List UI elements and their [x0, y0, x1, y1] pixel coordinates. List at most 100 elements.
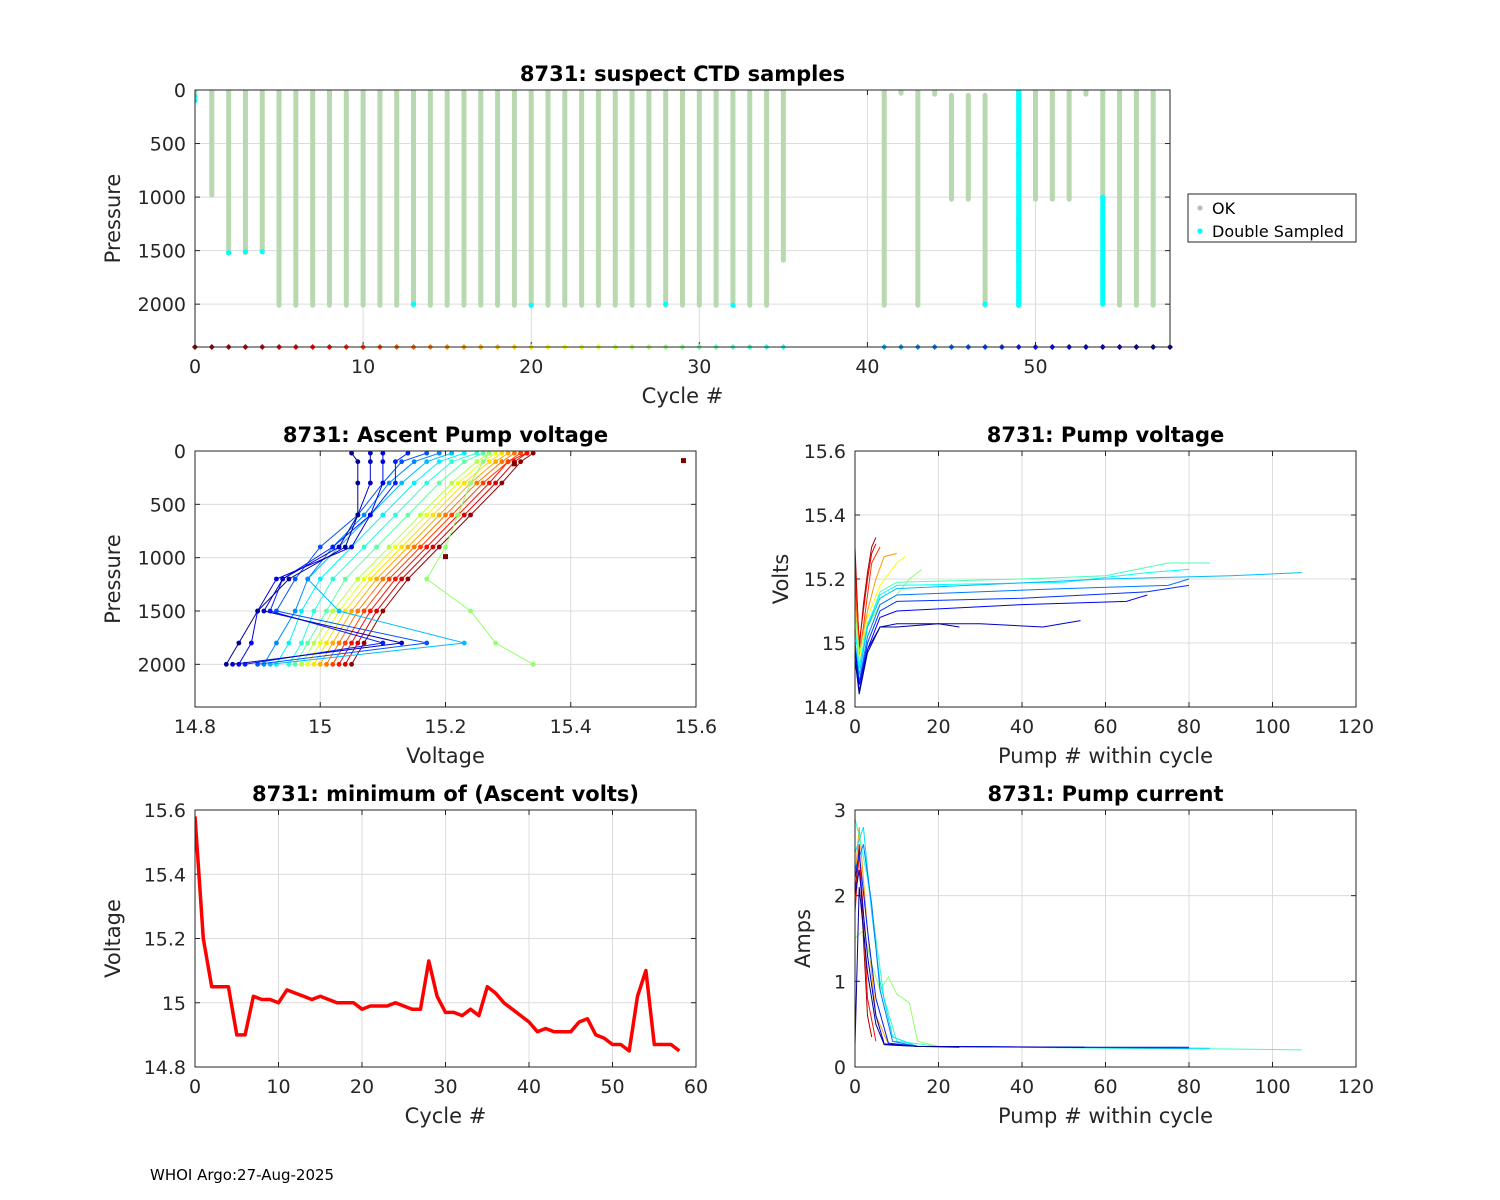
ascent-point [286, 576, 292, 582]
ascent-point [455, 512, 461, 518]
y-tick-label: 14.8 [804, 697, 846, 719]
ascent-point [380, 451, 386, 456]
minimum-volts-line [195, 816, 681, 1053]
double-sampled-point [1016, 90, 1022, 93]
ascent-point [411, 544, 417, 550]
chart-title: 8731: Pump current [987, 782, 1223, 806]
ascent-point [474, 480, 480, 486]
axes-frame [854, 450, 1357, 708]
axes-frame [194, 450, 697, 708]
axes-minimum-ascent-volts: 0 10 20 30 40 50 60 14.8 15 15.2 15.4 15.6 8731: min… [101, 782, 708, 1128]
ascent-point [399, 640, 405, 646]
footer-stamp: WHOI Argo:27-Aug-2025 [150, 1166, 335, 1184]
double-sampled-point [1016, 280, 1022, 286]
ascent-point [449, 459, 455, 465]
chart-title: 8731: Pump voltage [987, 423, 1225, 447]
ascent-outlier [443, 554, 448, 560]
pump-voltage-trace [855, 594, 1148, 685]
ascent-point [380, 480, 386, 486]
ascent-point [255, 608, 261, 614]
ascent-point [474, 459, 480, 465]
ascent-point [393, 544, 398, 550]
ascent-point [355, 459, 361, 465]
ascent-point [449, 480, 455, 486]
ascent-point [342, 661, 348, 667]
ascent-point [436, 451, 442, 456]
x-tick-label: 100 [1254, 1076, 1290, 1098]
ascent-point [292, 576, 298, 582]
double-sampled-point [195, 93, 198, 100]
x-tick-label: 20 [519, 356, 543, 378]
ascent-point [336, 544, 342, 550]
ascent-point [330, 640, 336, 646]
ascent-point [374, 576, 380, 582]
ascent-point [336, 640, 342, 646]
ascent-point [292, 661, 298, 667]
ascent-point [230, 661, 235, 667]
x-tick-label: 80 [1177, 716, 1201, 738]
ascent-point [367, 576, 373, 582]
y-tick-label: 0 [834, 1057, 846, 1079]
ascent-point [418, 512, 423, 518]
pump-current-trace [855, 887, 960, 1048]
double-sampled-point [1016, 173, 1022, 179]
ascent-point [411, 480, 417, 486]
x-tick-label: 0 [849, 716, 861, 738]
legend-label-ok: OK [1212, 199, 1236, 218]
double-sampled-point [1016, 108, 1022, 115]
ascent-point [380, 459, 386, 465]
double-sampled-point [528, 302, 534, 308]
ascent-point [399, 480, 405, 486]
ascent-point [380, 608, 386, 614]
x-axis-label: Cycle # [405, 1104, 487, 1128]
ascent-point [530, 661, 536, 667]
ascent-point [342, 576, 348, 582]
legend-marker-ok [1197, 205, 1203, 211]
axes-pump-current: 0 20 40 60 80 100 120 0 1 2 3 8731: Pump current Pum… [791, 782, 1374, 1128]
ascent-point [317, 544, 323, 550]
ascent-point [486, 451, 492, 456]
ascent-point [261, 608, 267, 614]
ascent-point [399, 459, 405, 465]
ascent-point [330, 544, 336, 550]
x-tick-label: 60 [1093, 716, 1117, 738]
ascent-point [493, 480, 498, 486]
ascent-point [455, 480, 461, 486]
x-tick-label: 20 [926, 1076, 950, 1098]
ascent-point [274, 576, 279, 582]
ascent-point [374, 544, 380, 550]
ascent-point [393, 480, 398, 486]
ascent-point [380, 640, 386, 646]
ascent-point [355, 576, 361, 582]
double-sampled-point [1016, 258, 1022, 264]
x-tick-label: 50 [600, 1076, 624, 1098]
ascent-point [418, 544, 423, 550]
ascent-point [349, 661, 354, 667]
pump-voltage-trace [855, 578, 1190, 682]
ascent-point [518, 451, 524, 456]
y-tick-label: 2000 [138, 654, 186, 676]
ascent-point [493, 459, 498, 465]
ascent-point [530, 451, 536, 456]
ascent-point [405, 544, 411, 550]
ascent-point [330, 661, 336, 667]
x-tick-label: 20 [350, 1076, 374, 1098]
ascent-point [436, 480, 442, 486]
y-tick-label: 15.4 [804, 505, 846, 527]
y-axis-label: Voltage [101, 899, 125, 978]
ascent-point [380, 512, 386, 518]
ascent-point [393, 459, 398, 465]
ascent-point [361, 608, 367, 614]
ascent-point [405, 451, 411, 456]
x-tick-label: 40 [517, 1076, 541, 1098]
ascent-point [317, 576, 323, 582]
ascent-point [305, 576, 311, 582]
ascent-point [436, 544, 442, 550]
ascent-point [386, 480, 392, 486]
double-sampled-point [410, 301, 417, 307]
x-tick-label: 14.8 [174, 716, 216, 738]
axes-frame [854, 809, 1357, 1068]
legend-marker-double [1197, 228, 1203, 234]
y-axis-label: Pressure [101, 174, 125, 264]
